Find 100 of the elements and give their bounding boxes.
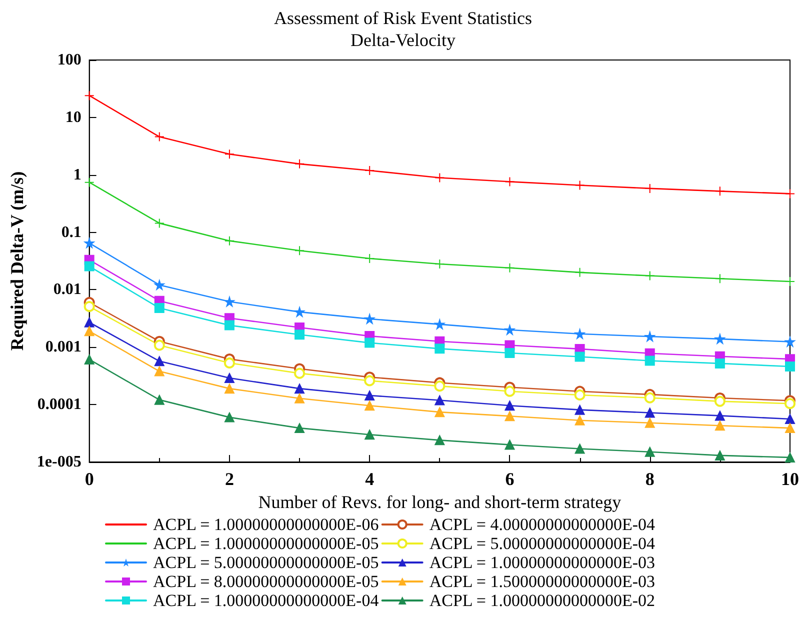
point <box>574 404 585 415</box>
point <box>714 420 725 431</box>
point <box>644 332 655 342</box>
point <box>434 380 446 392</box>
x-axis-title: Number of Revs. for long- and short-term strategy <box>258 492 622 512</box>
y-tick-label: 0.01 <box>53 281 82 298</box>
point <box>574 328 585 339</box>
point <box>84 317 94 328</box>
point <box>714 410 725 421</box>
point <box>434 319 445 330</box>
legend-label: ACPL = 1.00000000000000E-02 <box>429 591 656 610</box>
legend-label: ACPL = 5.00000000000000E-04 <box>429 534 656 553</box>
point <box>294 330 305 340</box>
legend-label: ACPL = 5.00000000000000E-05 <box>153 553 379 572</box>
legend-label: ACPL = 1.00000000000000E-04 <box>153 591 380 610</box>
y-tick-label: 1 <box>73 166 82 184</box>
y-tick-label: 1e-005 <box>36 454 82 470</box>
y-tick-label: 0.001 <box>45 338 82 356</box>
point <box>154 280 164 290</box>
point <box>364 375 376 386</box>
point <box>224 236 234 246</box>
point <box>504 386 516 397</box>
chart-title: Assessment of Risk Event Statistics <box>274 8 532 28</box>
point <box>644 408 655 418</box>
point <box>434 172 445 183</box>
point <box>84 301 95 312</box>
y-tick-label: 100 <box>57 52 82 68</box>
y-tick-label: 0.0001 <box>37 396 82 414</box>
point <box>364 314 375 324</box>
y-tick-label: 10 <box>65 108 82 126</box>
y-tick-label: 0.1 <box>61 224 82 241</box>
point <box>294 368 306 379</box>
point <box>154 356 164 366</box>
point <box>84 238 94 248</box>
point <box>224 320 234 330</box>
point <box>294 423 305 434</box>
x-tick-label: 8 <box>645 469 654 489</box>
point <box>154 303 164 314</box>
point <box>364 166 375 176</box>
point <box>504 440 515 450</box>
point <box>434 259 445 270</box>
point <box>714 186 725 196</box>
point <box>714 358 725 368</box>
x-tick-label: 10 <box>781 469 799 489</box>
point <box>84 177 94 188</box>
point <box>364 390 375 400</box>
point <box>224 357 235 368</box>
point <box>504 348 515 358</box>
point <box>714 450 725 460</box>
point <box>574 389 586 400</box>
point <box>785 362 795 372</box>
point <box>714 396 726 407</box>
point <box>224 412 234 422</box>
point <box>714 274 725 284</box>
point <box>504 262 515 273</box>
point <box>364 253 375 264</box>
point <box>84 261 94 272</box>
point <box>364 338 375 348</box>
point <box>224 149 234 160</box>
point <box>154 218 164 228</box>
point <box>84 90 94 101</box>
point <box>574 352 585 362</box>
chart-subtitle: Delta-Velocity <box>350 30 456 50</box>
point <box>785 452 795 462</box>
point <box>434 344 445 354</box>
legend-label: ACPL = 1.00000000000000E-05 <box>153 534 379 553</box>
point <box>294 384 305 394</box>
point <box>294 158 305 169</box>
point <box>154 366 164 376</box>
point <box>504 324 515 335</box>
point <box>644 446 655 457</box>
x-tick-label: 6 <box>505 469 514 489</box>
point <box>154 132 164 142</box>
point <box>785 423 795 434</box>
legend-label: ACPL = 1.00000000000000E-06 <box>153 515 379 534</box>
point <box>714 334 725 344</box>
point <box>785 414 795 424</box>
point <box>644 270 655 281</box>
point <box>224 373 234 384</box>
point <box>154 394 164 405</box>
legend-label: ACPL = 1.00000000000000E-03 <box>429 553 656 572</box>
point <box>644 392 656 404</box>
y-axis-title: Required Delta-V (m/s) <box>7 171 27 351</box>
point <box>574 415 585 426</box>
point <box>84 326 94 336</box>
point <box>574 444 585 454</box>
point <box>364 430 375 440</box>
point <box>224 384 234 394</box>
point <box>644 356 655 366</box>
point <box>364 400 375 411</box>
point <box>785 188 795 199</box>
point <box>434 435 445 446</box>
point <box>574 180 585 190</box>
point <box>785 336 795 347</box>
x-tick-label: 0 <box>84 469 94 489</box>
point <box>84 354 94 364</box>
legend-label: ACPL = 4.00000000000000E-04 <box>429 515 656 534</box>
point <box>644 418 655 428</box>
point <box>224 296 234 307</box>
point <box>504 176 515 187</box>
